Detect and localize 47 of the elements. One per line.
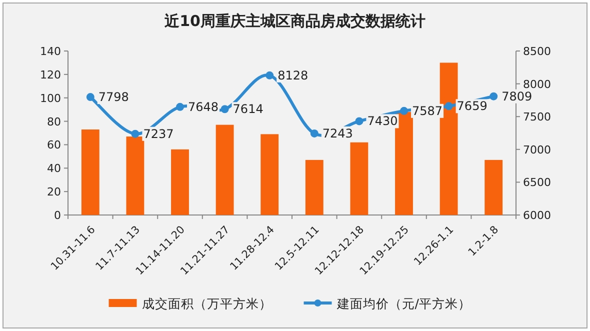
y-tick-label: 120 [40, 68, 61, 82]
legend-label: 建面均价（元/平方米） [336, 296, 471, 311]
data-label: 7587 [412, 104, 443, 118]
point [266, 71, 274, 80]
y-tick-label: 100 [40, 92, 61, 105]
point [444, 102, 453, 110]
data-label: 7809 [502, 89, 532, 104]
data-label: 7243 [322, 126, 353, 140]
y2-tick-label: 8000 [523, 78, 551, 91]
point [400, 106, 408, 115]
data-label: 7614 [232, 102, 264, 116]
y2-tick-label: 7000 [523, 143, 551, 156]
y-tick-label: 0 [54, 209, 61, 222]
y2-tick-label: 8500 [523, 45, 551, 58]
y-tick-label: 40 [47, 162, 61, 176]
point [355, 117, 364, 126]
bar [305, 160, 324, 215]
bar [260, 134, 279, 215]
point [490, 92, 498, 100]
bar [350, 142, 368, 215]
y2-tick-label: 7500 [523, 110, 551, 124]
bar [395, 112, 413, 215]
y-tick-label: 20 [47, 186, 61, 199]
bar [126, 136, 144, 215]
data-label: 7798 [98, 90, 129, 104]
point [131, 130, 140, 138]
y-tick-label: 60 [47, 138, 61, 152]
y2-tick-label: 6500 [523, 176, 551, 190]
data-label: 7430 [367, 114, 398, 128]
point [176, 102, 184, 111]
data-label: 8128 [278, 68, 308, 82]
point [86, 93, 94, 102]
legend-label: 成交面积（万平方米） [142, 296, 272, 311]
point [220, 105, 229, 114]
bar [81, 129, 100, 215]
bar [216, 124, 234, 215]
bar [171, 149, 189, 215]
data-label: 7648 [188, 100, 219, 114]
point [310, 129, 318, 138]
chart-title: 近10周重庆主城区商品房成交数据统计 [164, 12, 426, 30]
y2-tick-label: 6000 [523, 209, 551, 222]
bar [484, 160, 503, 215]
bar [440, 62, 458, 215]
y-tick-label: 80 [47, 115, 61, 128]
data-label: 7237 [143, 126, 174, 141]
y-tick-label: 140 [40, 45, 61, 58]
data-label: 7659 [456, 99, 488, 114]
